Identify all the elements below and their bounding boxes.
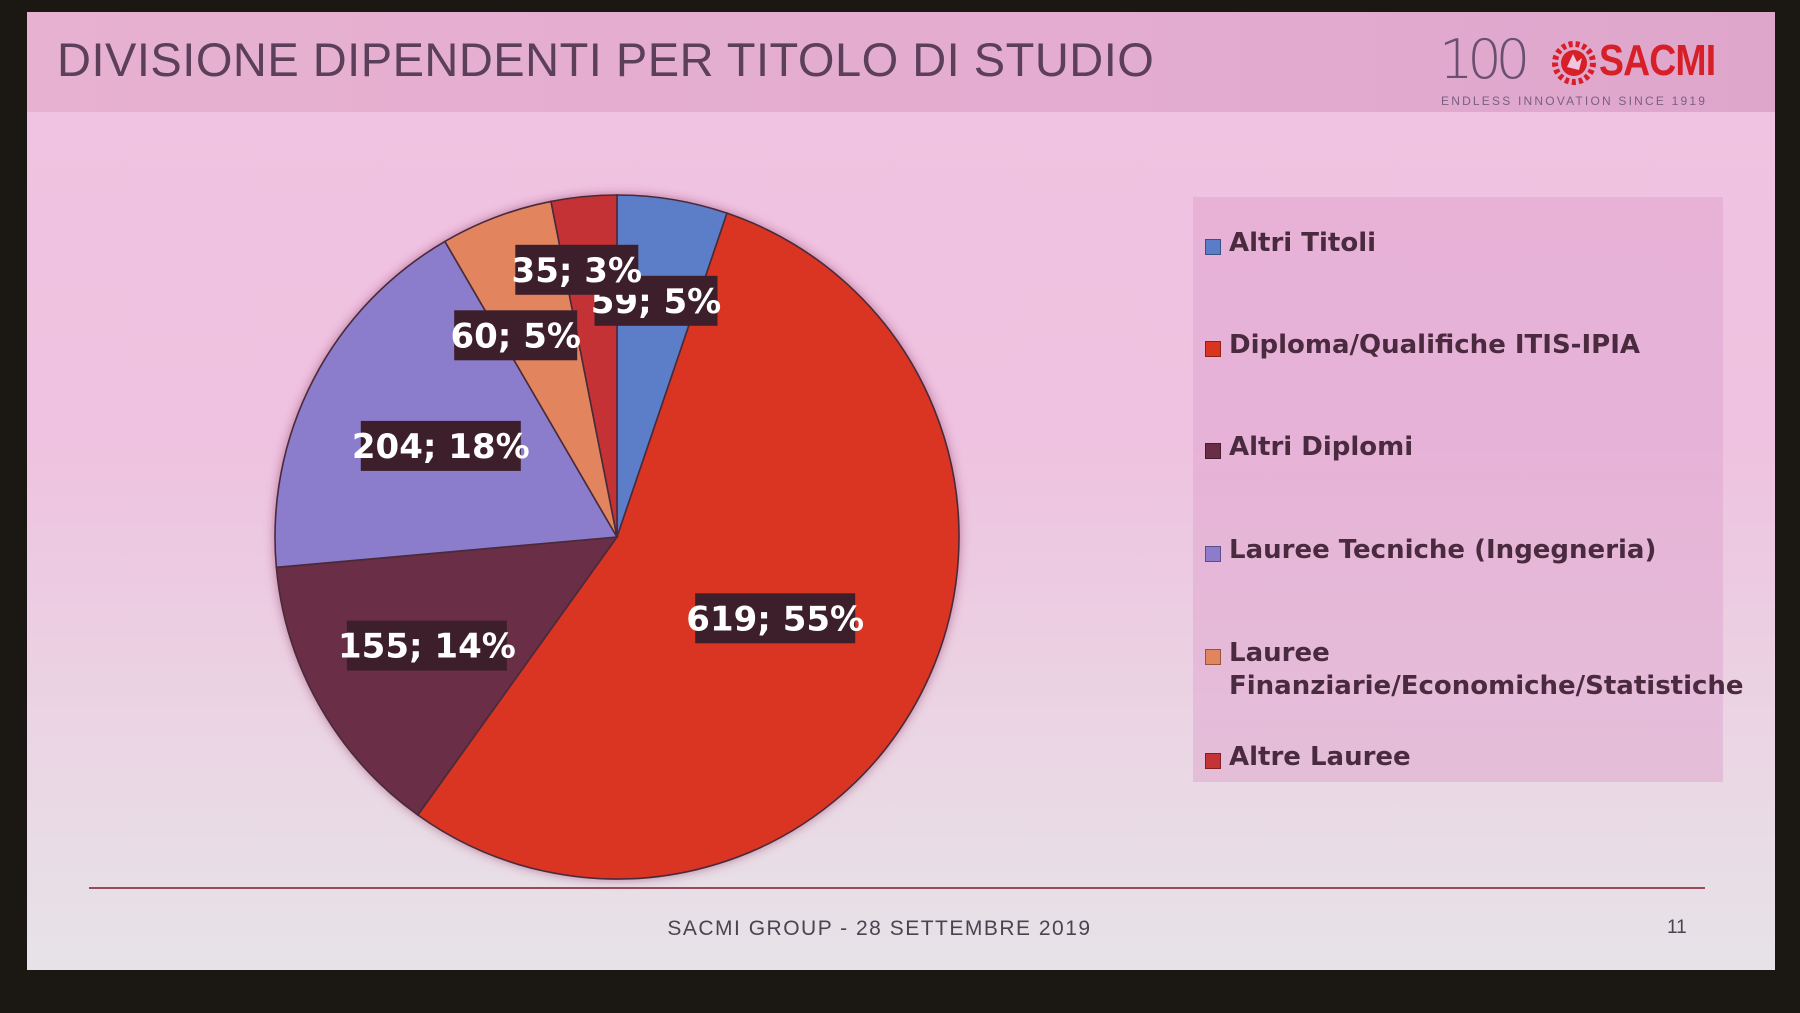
legend-swatch [1205, 546, 1221, 562]
svg-text:60; 5%: 60; 5% [450, 316, 580, 356]
legend-swatch [1205, 753, 1221, 769]
legend-label: Altri Titoli [1229, 228, 1377, 258]
svg-text:204; 18%: 204; 18% [352, 427, 530, 467]
legend-item-diploma-qualifiche-itis-ipia: Diploma/Qualifiche ITIS-IPIA [1205, 329, 1640, 362]
legend-label: Altre Lauree [1229, 742, 1411, 772]
legend-label: Altri Diplomi [1229, 432, 1414, 462]
svg-text:155; 14%: 155; 14% [338, 627, 516, 667]
gear-icon [1552, 41, 1596, 85]
legend-swatch [1205, 443, 1221, 459]
logo-tagline: ENDLESS INNOVATION SINCE 1919 [1441, 94, 1708, 108]
slide: DIVISIONE DIPENDENTI PER TITOLO DI STUDI… [27, 12, 1775, 970]
legend: Altri Titoli Diploma/Qualifiche ITIS-IPIA… [1193, 197, 1744, 782]
legend-label: Lauree Tecniche (Ingegneria) [1229, 535, 1657, 565]
legend-swatch [1205, 649, 1221, 665]
footer-text: SACMI GROUP - 28 SETTEMBRE 2019 [667, 917, 1092, 940]
data-label-lauree-finanziarie-economiche-statistiche: 60; 5% [450, 310, 581, 361]
data-label-altre-lauree: 35; 3% [512, 244, 642, 295]
page-number: 11 [1667, 917, 1687, 938]
legend-swatch [1205, 239, 1221, 255]
data-label-lauree-tecniche-ingegneria: 204; 18% [352, 420, 530, 471]
legend-label: Diploma/Qualifiche ITIS-IPIA [1229, 330, 1640, 360]
legend-item-altri-diplomi: Altri Diplomi [1205, 431, 1413, 464]
slide-title: DIVISIONE DIPENDENTI PER TITOLO DI STUDI… [57, 33, 1155, 86]
logo-brand: SACMI [1599, 36, 1716, 85]
legend-item-altre-lauree: Altre Lauree [1205, 741, 1411, 774]
legend-item-altri-titoli: Altri Titoli [1205, 227, 1376, 260]
data-label-altri-diplomi: 155; 14% [338, 620, 516, 671]
footer-divider [89, 887, 1705, 889]
svg-text:619; 55%: 619; 55% [686, 599, 864, 639]
pie-slice-diploma-qualifiche-itis-ipia [416, 212, 960, 880]
data-label-diploma-qualifiche-itis-ipia: 619; 55% [686, 593, 864, 644]
legend-swatch [1205, 341, 1221, 357]
legend-item-lauree-finanziarie-economiche-statistiche: Lauree Finanziarie/Economiche/Statistiche [1205, 637, 1744, 703]
legend-label: Lauree Finanziarie/Economiche/Statistiche [1229, 638, 1744, 701]
sacmi-logo: 100 SACMI ENDLESS INNOVATION SINCE 1919 [1439, 28, 1739, 114]
logo-100-mark: 100 [1439, 28, 1530, 91]
pie-slice-lauree-tecniche-ingegneria [274, 240, 619, 569]
svg-text:35; 3%: 35; 3% [512, 251, 642, 291]
legend-item-lauree-tecniche-ingegneria: Lauree Tecniche (Ingegneria) [1205, 534, 1656, 567]
header-bar: DIVISIONE DIPENDENTI PER TITOLO DI STUDI… [27, 12, 1775, 112]
pie-slice-altri-diplomi [275, 536, 619, 817]
pie-chart: 59; 5%619; 55%155; 14%204; 18%60; 5%35; … [274, 194, 960, 880]
